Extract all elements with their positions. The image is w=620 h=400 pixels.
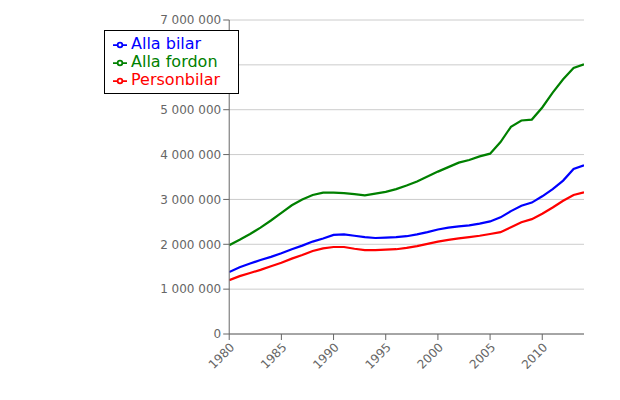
svg-text:1985: 1985 [258, 340, 289, 371]
svg-text:2010: 2010 [519, 340, 550, 371]
svg-text:1980: 1980 [206, 340, 237, 371]
svg-text:2000: 2000 [415, 340, 446, 371]
svg-text:3 000 000: 3 000 000 [160, 193, 221, 207]
svg-text:6 000 000: 6 000 000 [160, 58, 221, 72]
svg-text:1995: 1995 [362, 340, 393, 371]
svg-text:1990: 1990 [310, 340, 341, 371]
svg-text:1 000 000: 1 000 000 [160, 282, 221, 296]
svg-text:5 000 000: 5 000 000 [160, 103, 221, 117]
svg-text:2 000 000: 2 000 000 [160, 238, 221, 252]
svg-text:7 000 000: 7 000 000 [160, 13, 221, 27]
svg-text:0: 0 [214, 327, 222, 341]
svg-text:2005: 2005 [467, 340, 498, 371]
svg-text:4 000 000: 4 000 000 [160, 148, 221, 162]
